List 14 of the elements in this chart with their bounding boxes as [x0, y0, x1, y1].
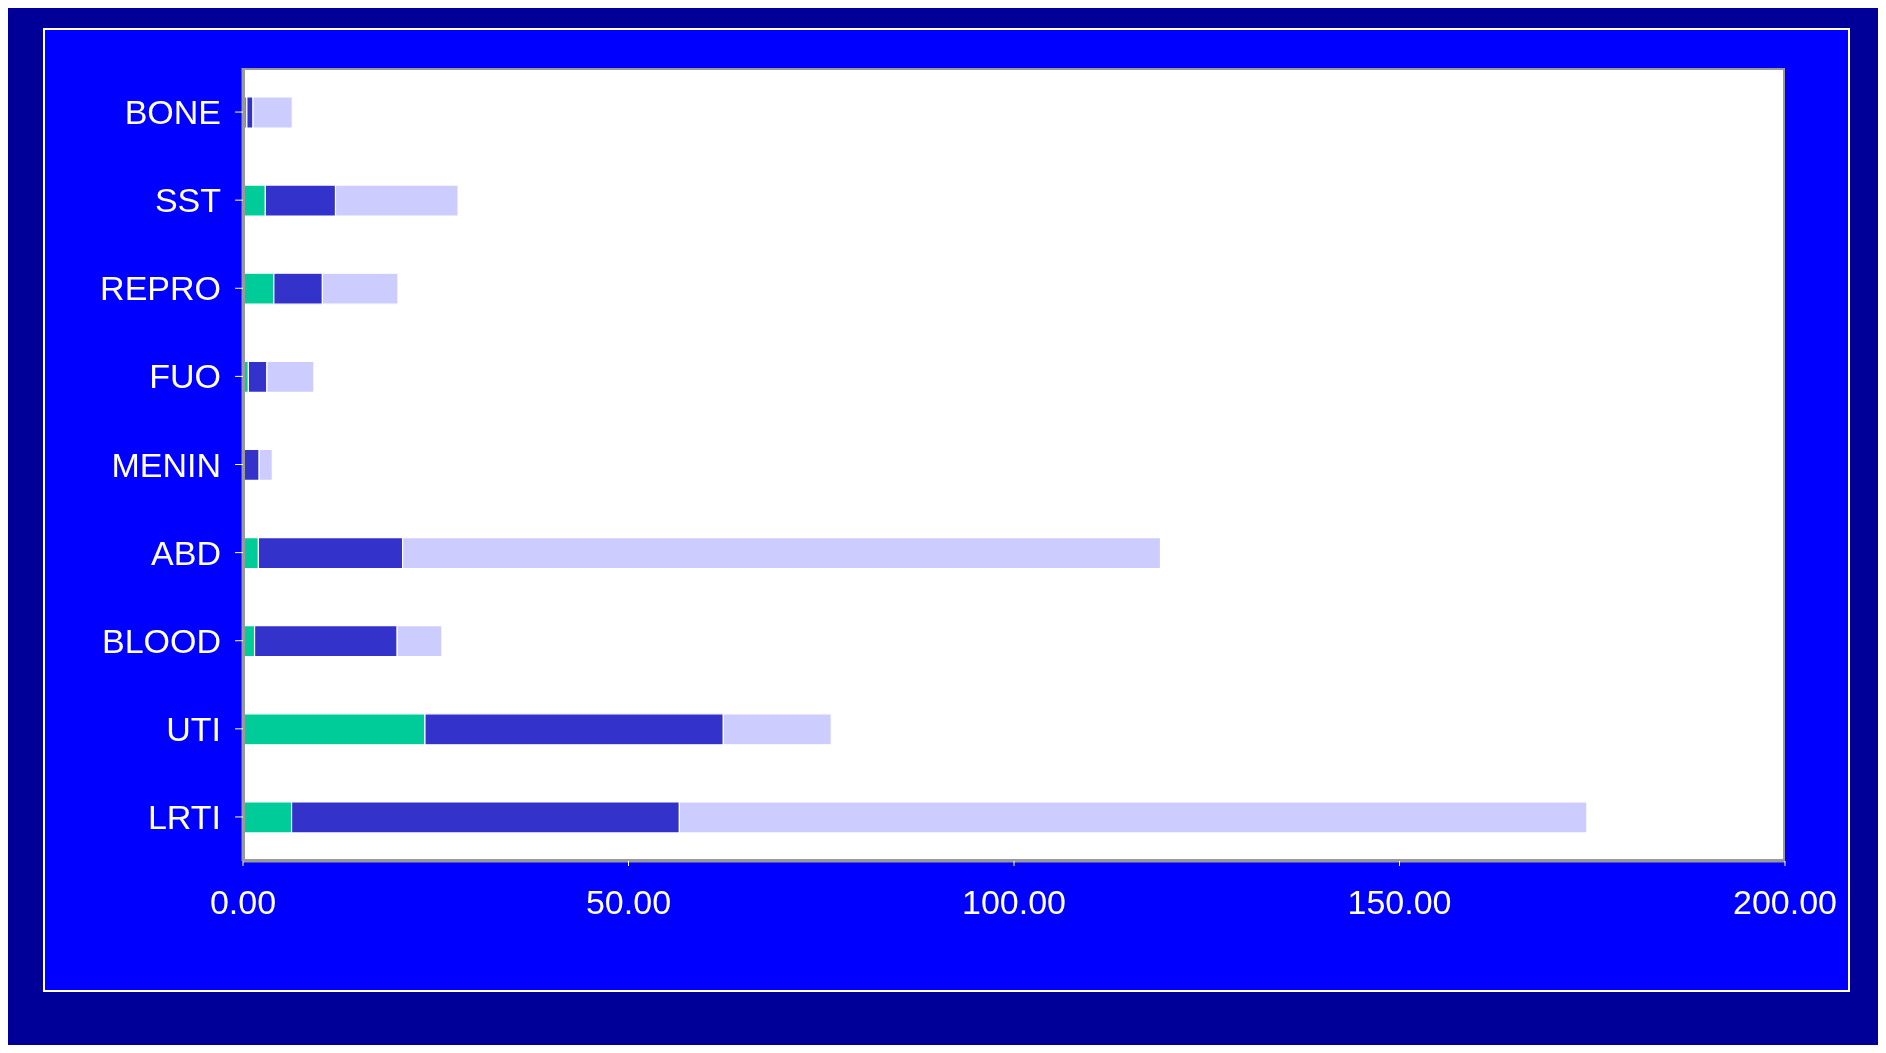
x-tick-label: 0.00	[209, 883, 277, 922]
x-tick-label: 150.00	[1347, 883, 1452, 922]
y-tick-label: ABD	[151, 533, 221, 572]
y-tick-label: BONE	[124, 93, 221, 132]
y-tick-label: LRTI	[147, 798, 221, 837]
y-tick-label: MENIN	[111, 445, 221, 484]
y-tick-label: FUO	[149, 357, 221, 396]
y-tick-label: REPRO	[100, 269, 221, 308]
y-tick-label: BLOOD	[101, 621, 221, 660]
y-tick-label: SST	[154, 181, 221, 220]
y-tick-label: UTI	[166, 709, 221, 748]
x-tick-label: 200.00	[1733, 883, 1837, 922]
x-tick-label: 100.00	[962, 883, 1066, 922]
x-tick-label: 50.00	[585, 883, 672, 922]
